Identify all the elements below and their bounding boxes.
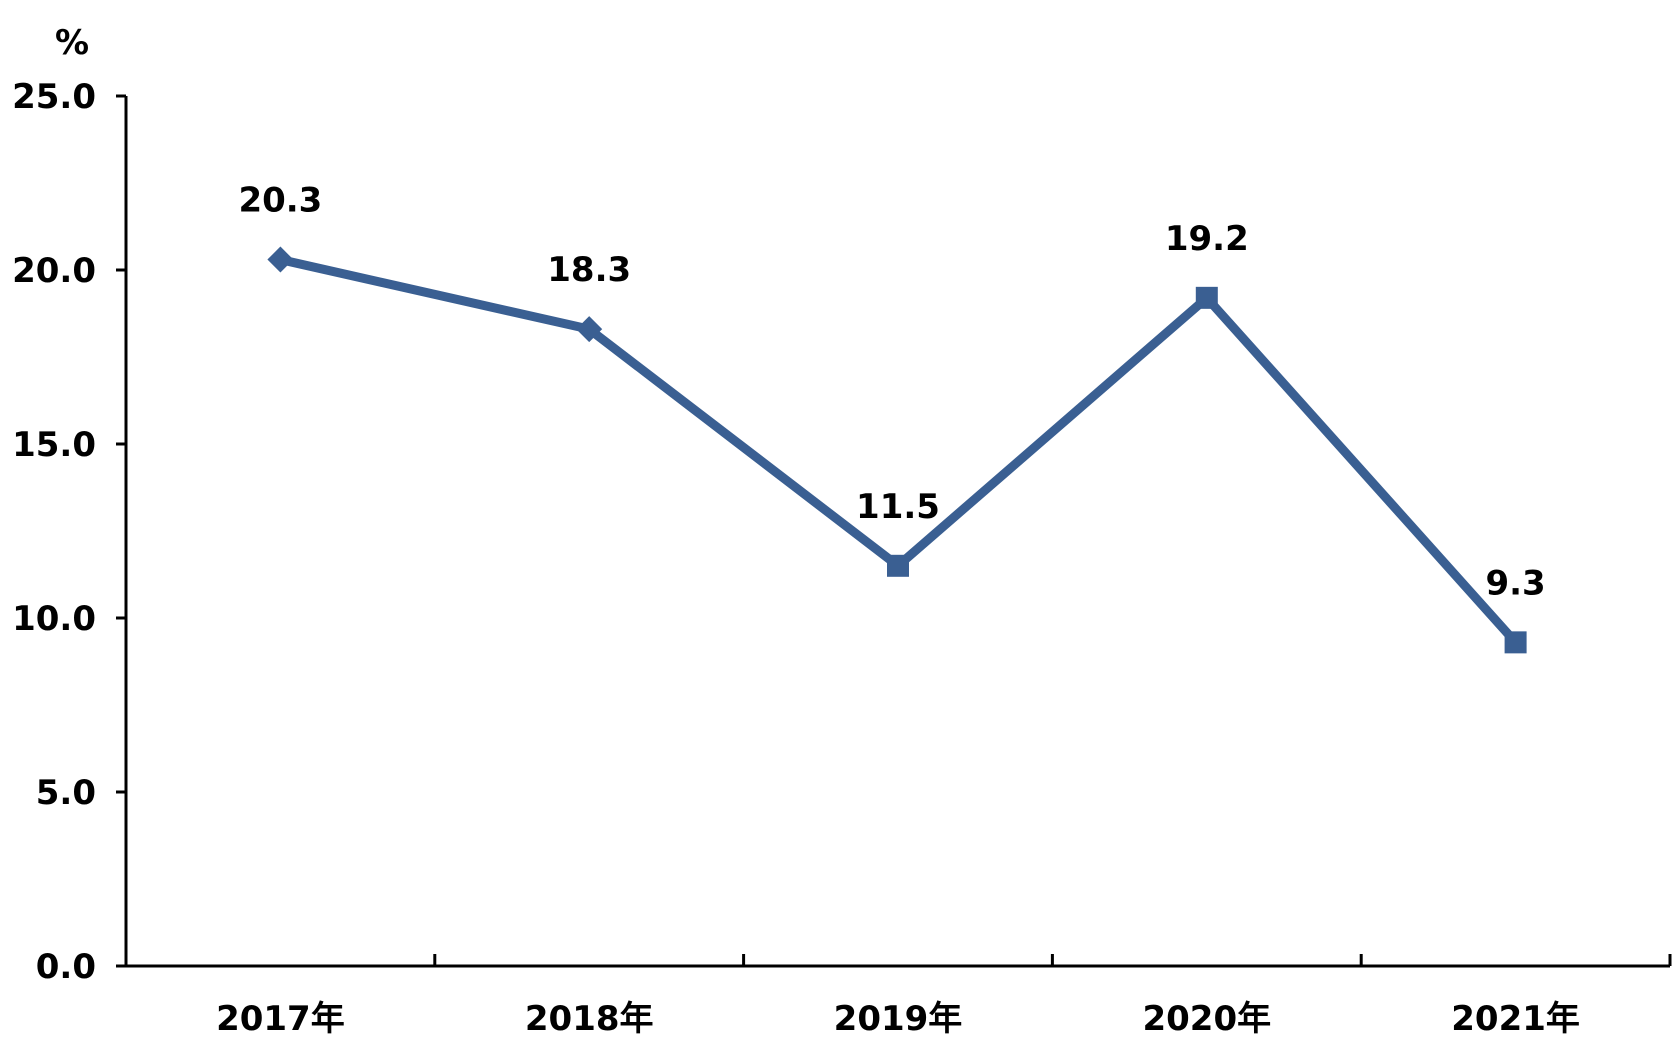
data-label: 20.3 [238, 181, 322, 221]
y-axis-ticks: 0.0 5.0 10.0 15.0 20.0 25.0 [12, 77, 126, 987]
x-tick-label: 2021年 [1451, 999, 1580, 1039]
y-tick-label: 0.0 [36, 947, 96, 987]
y-tick-label: 15.0 [12, 425, 96, 465]
y-unit-label: % [55, 23, 89, 63]
y-tick-label: 5.0 [36, 773, 96, 813]
data-label: 18.3 [547, 250, 631, 290]
y-tick-label: 25.0 [12, 77, 96, 117]
data-labels: 20.3 18.3 11.5 19.2 9.3 [238, 181, 1545, 604]
data-label: 11.5 [856, 487, 940, 527]
y-tick-label: 20.0 [12, 251, 96, 291]
x-tick-label: 2019年 [834, 999, 963, 1039]
data-point-marker [267, 246, 294, 273]
data-label: 9.3 [1485, 563, 1545, 603]
data-point-marker [887, 554, 909, 577]
x-tick-label: 2018年 [525, 999, 654, 1039]
data-point-marker [576, 316, 603, 343]
data-label: 19.2 [1165, 219, 1249, 259]
x-axis-ticks: 2017年 2018年 2019年 2020年 2021年 [216, 954, 1672, 1039]
data-point-marker [1195, 286, 1218, 309]
x-tick-label: 2017年 [216, 999, 345, 1039]
y-tick-label: 10.0 [12, 599, 96, 639]
series-layer [267, 246, 1527, 654]
x-tick-label: 2020年 [1142, 999, 1271, 1039]
data-point-marker [1504, 631, 1527, 654]
series-line [275, 255, 1521, 647]
